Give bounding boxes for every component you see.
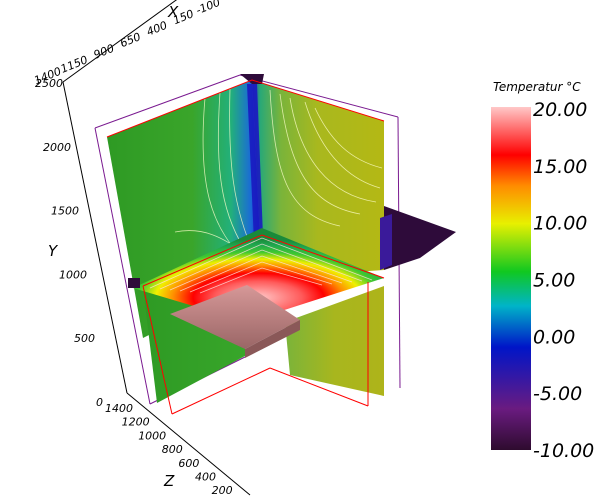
colorbar-tick-label: 20.00 xyxy=(533,99,587,121)
right-extension-slice xyxy=(384,206,456,270)
y-tick-label: 2500 xyxy=(35,77,63,90)
back-right-wall-slice xyxy=(252,80,384,278)
z-tick-label: 1200 xyxy=(122,416,150,429)
colorbar-ticks: 20.00 15.00 10.00 5.00 0.00 -5.00 -10.00 xyxy=(533,99,594,462)
lower-right-slice xyxy=(285,286,384,396)
y-tick-label: 2000 xyxy=(43,141,71,154)
x-tick-label: 400 xyxy=(145,19,169,39)
colorbar-tick-label: -10.00 xyxy=(533,440,594,462)
heated-block-front xyxy=(245,320,300,358)
x-tick-label: 900 xyxy=(92,42,116,62)
colorbar-tick-label: 5.00 xyxy=(533,270,575,292)
horizontal-slice-contours xyxy=(149,237,373,294)
z-axis-label: Z xyxy=(163,472,175,490)
red-outline-box xyxy=(106,79,385,415)
colorbar-tick-label: 10.00 xyxy=(533,213,587,235)
blue-edge-slice xyxy=(247,84,264,265)
z-tick-label: 400 xyxy=(195,471,216,484)
y-tick-label: 1500 xyxy=(51,205,79,218)
colorbar-title: Temperatur °C xyxy=(493,80,581,94)
z-tick-label: 600 xyxy=(178,457,199,470)
colorbar-tick-label: 15.00 xyxy=(533,156,587,178)
axis-lines xyxy=(62,0,251,496)
x-tick-label: 1150 xyxy=(59,53,90,76)
z-tick-label: 200 xyxy=(212,484,233,497)
z-tick-label: 1400 xyxy=(105,402,133,415)
x-tick-label: -100 xyxy=(194,0,222,17)
z-tick-label: 1000 xyxy=(138,429,166,442)
y-tick-label: 1000 xyxy=(59,268,87,281)
z-tick-label: 800 xyxy=(162,443,183,456)
y-tick-label: 0 xyxy=(96,396,103,409)
horizontal-slice xyxy=(133,228,384,322)
y-axis-label: Y xyxy=(48,242,59,260)
y-tick-label: 500 xyxy=(74,332,95,345)
right-extension-blue xyxy=(380,214,392,270)
y-axis-ticks: 2500 2000 1500 1000 500 0 xyxy=(35,77,103,409)
cold-strip-left xyxy=(128,278,140,288)
colorbar-tick-label: -5.00 xyxy=(533,383,582,405)
x-tick-label: 650 xyxy=(118,30,142,50)
colorbar xyxy=(491,107,531,450)
x-axis-label: X xyxy=(167,3,179,21)
colorbar-tick-label: 0.00 xyxy=(533,326,575,348)
heated-block-top xyxy=(170,285,300,349)
